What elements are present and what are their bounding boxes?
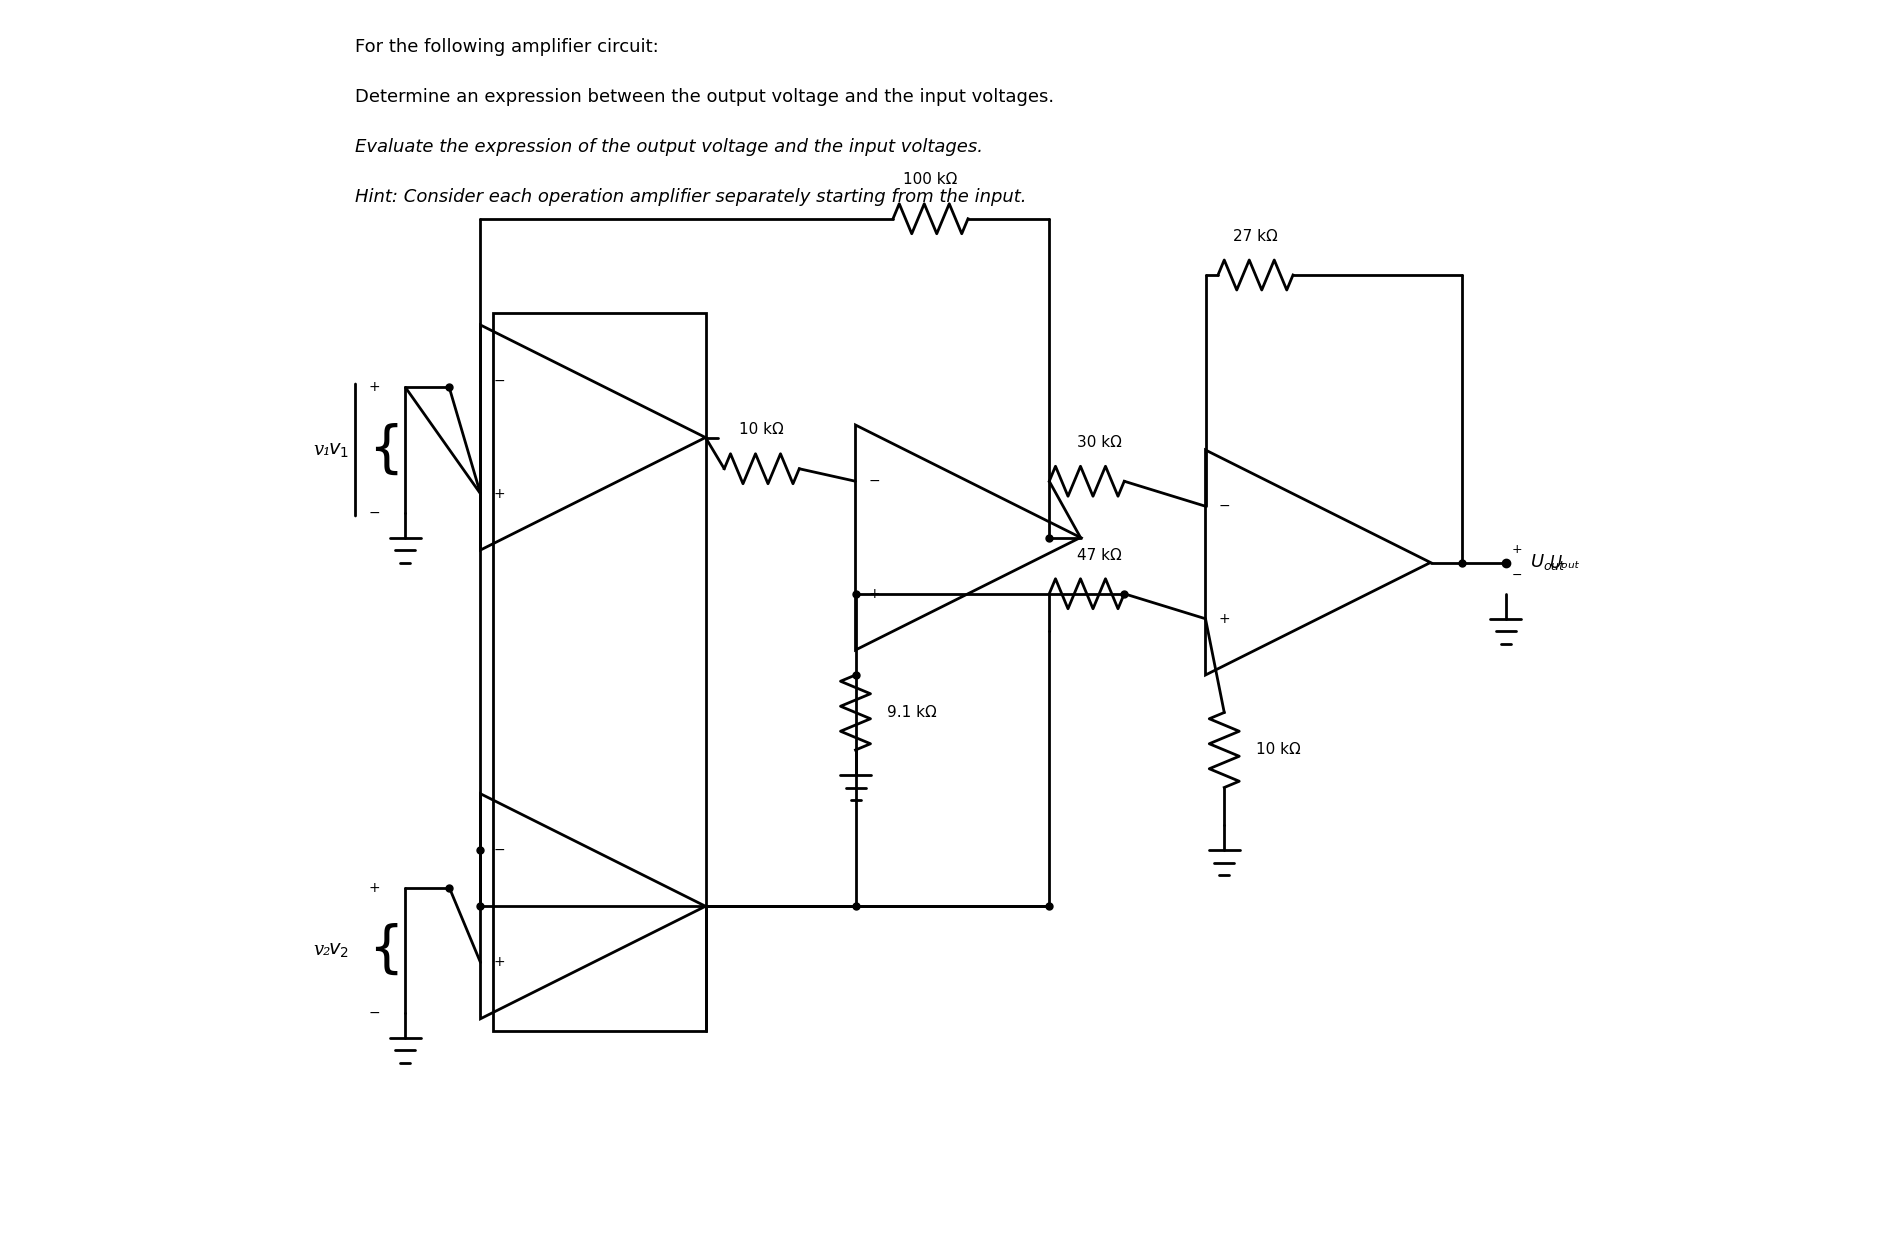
Text: Hint: Consider each operation amplifier separately starting from the input.: Hint: Consider each operation amplifier … — [355, 188, 1028, 205]
Text: −: − — [494, 374, 505, 389]
Text: −: − — [370, 1005, 381, 1020]
Text: $v_1$: $v_1$ — [328, 440, 349, 460]
Text: $v_2$: $v_2$ — [328, 940, 349, 960]
Text: $U_{out}$: $U_{out}$ — [1531, 552, 1567, 572]
Text: Uₒᵤₜ: Uₒᵤₜ — [1548, 554, 1580, 571]
Text: Determine an expression between the output voltage and the input voltages.: Determine an expression between the outp… — [355, 88, 1054, 105]
Text: −: − — [494, 842, 505, 858]
Text: −: − — [1218, 499, 1230, 514]
Text: 27 kΩ: 27 kΩ — [1233, 229, 1279, 244]
Text: v₁: v₁ — [313, 441, 330, 459]
Text: +: + — [370, 880, 381, 895]
Text: +: + — [1513, 544, 1522, 556]
Text: +: + — [494, 955, 505, 970]
Text: −: − — [868, 474, 881, 489]
Text: 47 kΩ: 47 kΩ — [1077, 548, 1122, 562]
Text: For the following amplifier circuit:: For the following amplifier circuit: — [355, 38, 660, 55]
Bar — [492, 312, 705, 1031]
Text: v₂: v₂ — [313, 941, 330, 959]
Text: +: + — [494, 486, 505, 501]
Text: {: { — [368, 922, 404, 978]
Text: 30 kΩ: 30 kΩ — [1077, 435, 1122, 450]
Text: +: + — [370, 380, 381, 395]
Text: 10 kΩ: 10 kΩ — [1256, 742, 1299, 758]
Text: −: − — [1513, 569, 1522, 581]
Text: 10 kΩ: 10 kΩ — [739, 422, 785, 437]
Text: +: + — [868, 586, 881, 601]
Text: +: + — [1218, 611, 1230, 626]
Text: {: { — [368, 422, 404, 478]
Text: 100 kΩ: 100 kΩ — [903, 173, 958, 188]
Text: 9.1 kΩ: 9.1 kΩ — [886, 705, 937, 720]
Text: −: − — [370, 505, 381, 520]
Text: Evaluate the expression of the output voltage and the input voltages.: Evaluate the expression of the output vo… — [355, 138, 983, 155]
